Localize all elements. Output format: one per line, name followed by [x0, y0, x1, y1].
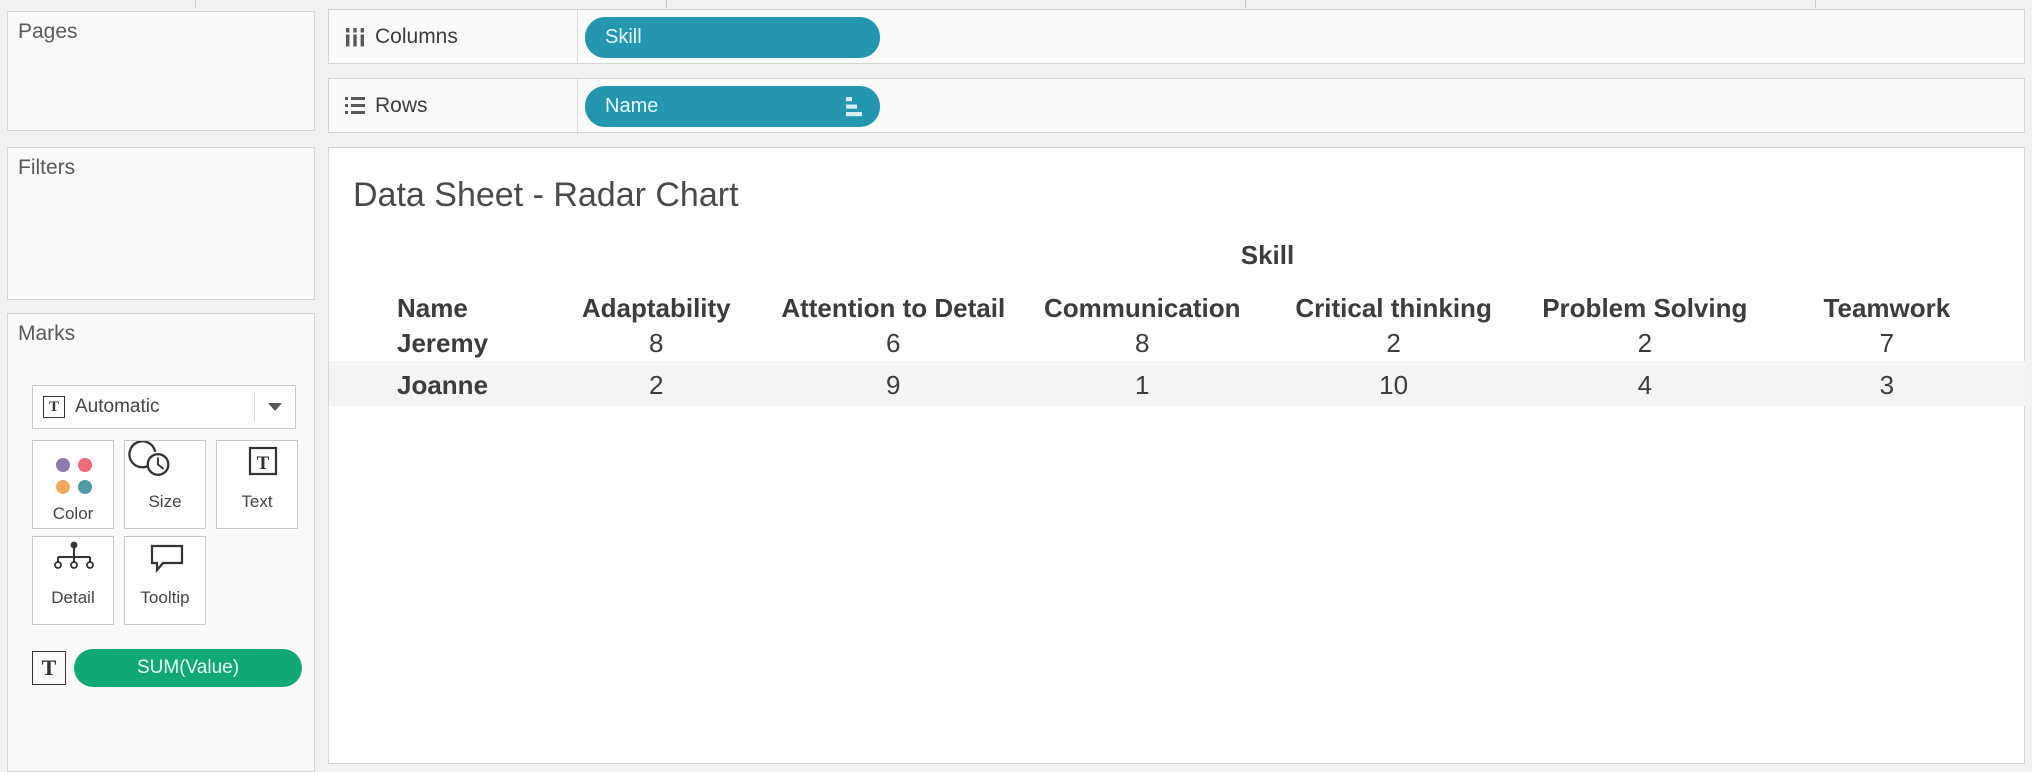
svg-text:T: T [257, 453, 270, 474]
